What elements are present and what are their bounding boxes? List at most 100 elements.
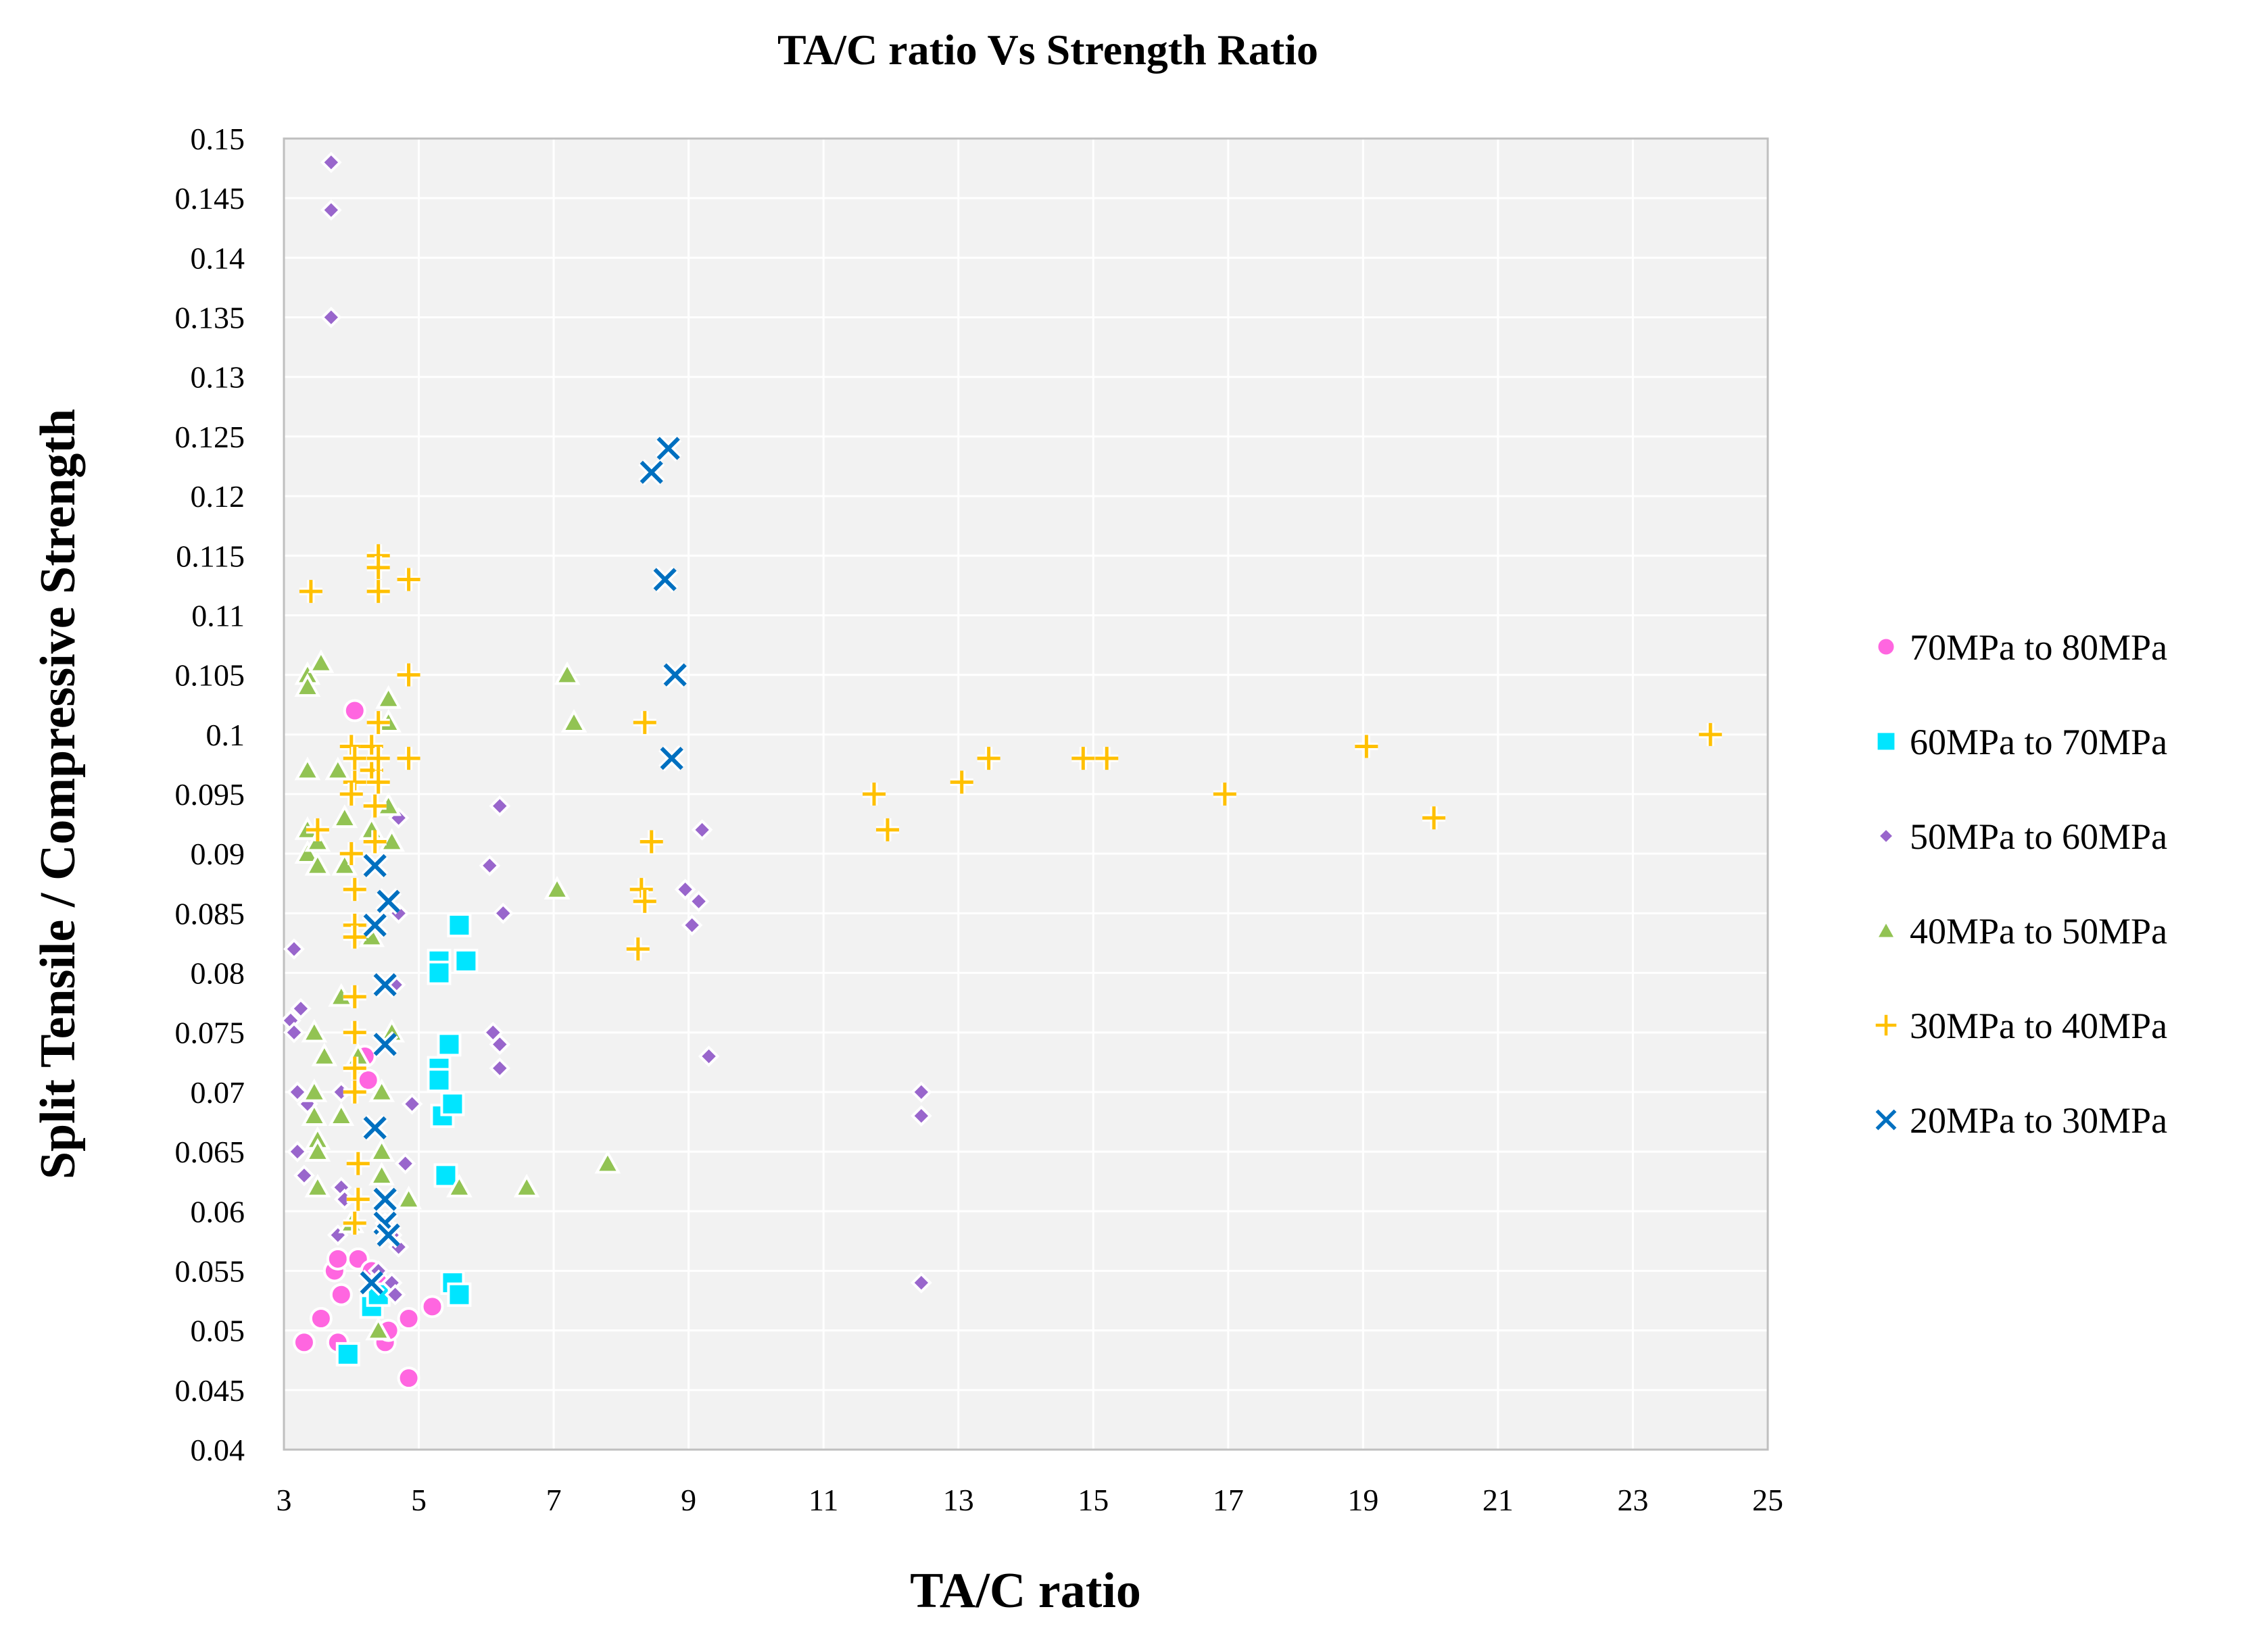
data-point [343,699,366,722]
data-point [339,842,363,866]
y-tick-label: 0.14 [191,241,245,275]
data-point [911,1272,932,1294]
data-point [674,879,696,900]
x-tick-label: 7 [546,1483,562,1517]
y-tick-label: 0.13 [191,360,245,395]
legend-marker [1874,918,1898,940]
y-tick-label: 0.135 [175,301,245,335]
data-point [301,1102,328,1126]
data-point [328,1102,355,1126]
legend-label: 70MPa to 80MPa [1910,627,2167,668]
data-point [306,818,329,841]
series-20mpa-to-30mpa [358,435,689,1296]
data-point [301,1078,328,1102]
legend-marker [1874,1108,1898,1132]
data-point [294,840,321,864]
data-point [397,747,420,770]
data-point [911,1081,932,1103]
data-point [331,804,358,829]
data-point [372,1186,399,1213]
y-tick-label: 0.095 [175,777,245,812]
data-point [346,1187,370,1211]
data-point [362,912,389,939]
data-point [420,1295,444,1319]
data-point [427,960,452,985]
legend-marker [1876,826,1896,846]
y-tick-label: 0.145 [175,181,245,216]
x-tick-label: 9 [681,1483,696,1517]
legend-item-30mpa-to-40mpa: 30MPa to 40MPa [1875,1006,2167,1046]
y-tick-label: 0.105 [175,658,245,693]
chart-title: TA/C ratio Vs Strength Ratio [777,26,1318,74]
data-point [290,997,312,1020]
data-point [366,711,390,735]
data-point [397,663,420,687]
data-point [294,673,321,697]
data-point [489,1057,511,1079]
data-point [324,756,352,781]
y-tick-label: 0.05 [191,1314,245,1348]
data-point [1355,735,1378,758]
x-tick-label: 23 [1617,1483,1648,1517]
data-point [343,878,366,902]
y-tick-label: 0.075 [175,1016,245,1050]
x-tick-label: 25 [1752,1483,1783,1517]
legend-item-60mpa-to-70mpa: 60MPa to 70MPa [1875,722,2167,762]
data-point [360,758,383,782]
data-point [544,875,571,900]
x-axis-tick-labels: 3 5 7 9 11 13 15 17 19 21 23 25 [276,1483,1784,1517]
data-point [447,913,472,937]
data-point [698,1045,720,1067]
data-point [320,306,342,328]
y-tick-label: 0.09 [191,837,245,871]
y-tick-label: 0.04 [191,1433,245,1467]
y-tick-label: 0.08 [191,956,245,991]
legend-item-50mpa-to-60mpa: 50MPa to 60MPa [1876,816,2167,857]
y-tick-label: 0.115 [176,539,245,573]
data-point [287,1141,308,1162]
data-point [339,783,363,806]
legend-label: 50MPa to 60MPa [1910,816,2167,857]
data-point [394,1152,416,1175]
x-tick-label: 11 [809,1483,838,1517]
data-point [365,1316,392,1341]
data-point [681,914,703,936]
x-tick-label: 5 [411,1483,427,1517]
data-point [335,1341,360,1366]
data-point [375,888,402,915]
data-point [401,1093,423,1115]
data-point [384,1283,406,1306]
data-point [863,783,886,806]
data-point [301,1018,328,1043]
data-point [343,1211,366,1235]
data-point [1699,722,1722,746]
data-point [560,709,587,733]
x-tick-label: 19 [1347,1483,1378,1517]
x-tick-label: 3 [276,1483,292,1517]
data-point [299,580,322,603]
data-point [950,770,973,794]
data-point [662,662,689,689]
data-point [343,1056,366,1080]
data-point [375,685,402,709]
data-point [977,747,1000,770]
y-tick-label: 0.045 [175,1373,245,1408]
data-point [427,1068,452,1093]
legend-marker [1875,636,1897,658]
x-axis-label: TA/C ratio [910,1563,1141,1619]
data-point [626,937,650,961]
data-point [329,1283,353,1306]
legend: 70MPa to 80MPa 60MPa to 70MPa 50MPa to 60M… [1874,627,2167,1141]
data-point [343,985,366,1008]
data-point [346,1152,370,1175]
data-point [640,830,663,854]
data-point [287,1081,308,1103]
data-point [1422,806,1446,830]
data-point [375,1221,402,1249]
y-tick-label: 0.12 [191,479,245,514]
data-point [489,1033,511,1056]
data-point [304,1137,331,1162]
y-tick-label: 0.1 [206,718,245,752]
plot-border [283,137,1769,1451]
data-point [397,1307,420,1330]
